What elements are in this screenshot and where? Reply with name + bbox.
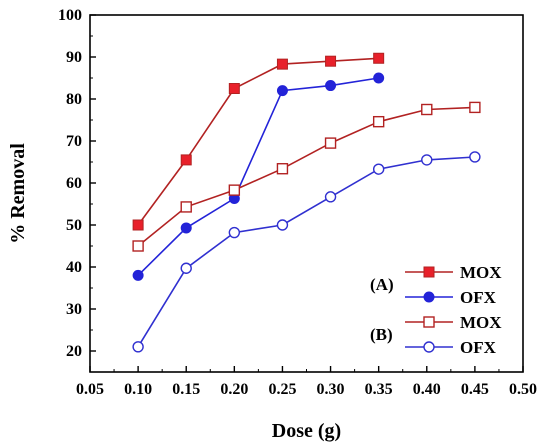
group-b-ofx-line [137,156,475,348]
group-a-mox-point [325,55,337,67]
y-tick-label: 30 [66,301,82,318]
group-a-ofx-point [132,269,144,281]
group-b-ofx-point [324,191,337,203]
legend-a-mox-marker [423,266,435,278]
group-b-mox-point [132,240,144,252]
legend: MOX OFX MOX OFX (A) (B) [370,263,502,357]
group-b-ofx-point [469,151,481,163]
x-tick-label: 0.25 [268,381,296,398]
group-b-ofx-point [180,262,192,274]
group-a-mox-point [276,58,288,70]
x-tick-label: 0.45 [461,381,489,398]
legend-b-mox-marker [423,316,435,328]
group-b-ofx-point [372,163,385,175]
y-tick-label: 100 [58,7,82,24]
x-tick-label: 0.35 [365,381,393,398]
y-tick-label: 70 [66,133,82,150]
group-b-ofx-point [276,219,289,231]
group-b-mox-point [421,103,433,116]
group-b-mox-point [324,137,337,149]
y-tick-label: 20 [66,343,82,360]
series-layer [132,52,481,353]
x-tick-label: 0.15 [172,381,200,398]
legend-group-a-label: (A) [370,275,394,294]
x-tick-label: 0.30 [317,381,345,398]
legend-a-ofx-label: OFX [460,288,497,307]
group-a-mox-line [137,57,379,226]
group-b-mox-point [276,163,289,175]
group-b-ofx-point [228,226,241,239]
x-tick-label: 0.10 [124,381,152,398]
y-axis-title: % Removal [7,143,29,244]
y-tick-label: 40 [66,259,82,276]
y-tick-label: 50 [66,217,82,234]
group-a-ofx-point [373,72,385,84]
legend-b-mox-label: MOX [460,313,502,332]
group-a-ofx-point [325,80,337,92]
group-a-mox-point [373,52,385,64]
y-axis-ticks: 20 30 40 50 60 70 80 90 100 [58,7,96,360]
legend-b-ofx-marker [423,341,435,353]
group-a-mox-point [180,154,192,166]
group-a-ofx-point [180,222,192,234]
group-b-mox-line [137,106,475,247]
group-a-ofx-line [137,77,379,276]
y-tick-label: 60 [66,175,82,192]
x-tick-label: 0.40 [413,381,441,398]
x-tick-label: 0.50 [509,381,537,398]
group-b-mox-point [180,201,192,213]
group-b-mox-point [228,184,241,196]
group-b-ofx-point [132,341,144,353]
legend-a-ofx-marker [423,291,435,303]
legend-group-b-label: (B) [370,325,393,344]
x-axis-ticks: 0.05 0.10 0.15 0.20 0.25 0.30 0.35 0.40 0.45 0.50 [76,366,537,398]
group-b-ofx-point [421,154,433,166]
group-a-ofx-point [276,85,288,97]
group-b-mox-point [469,101,481,114]
x-tick-label: 0.20 [220,381,248,398]
x-tick-label: 0.05 [76,381,104,398]
x-axis-title: Dose (g) [272,420,341,442]
legend-a-mox-label: MOX [460,263,502,282]
legend-b-ofx-label: OFX [460,338,497,357]
group-a-mox-point [132,219,144,231]
y-tick-label: 80 [66,91,82,108]
y-tick-label: 90 [66,49,82,66]
group-b-mox-point [372,115,385,128]
group-a-mox-point [228,83,240,94]
